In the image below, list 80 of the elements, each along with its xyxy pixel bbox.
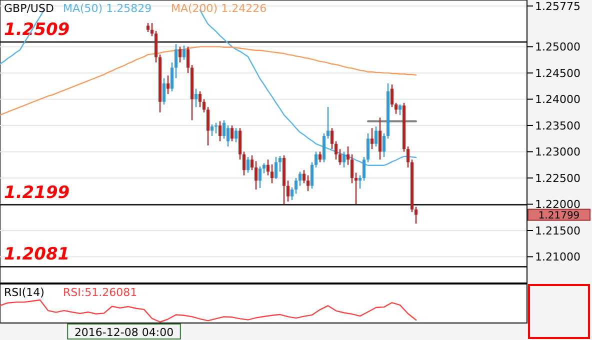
- candlestick: [330, 127, 334, 150]
- candlestick: [202, 98, 206, 113]
- candlestick: [198, 90, 202, 108]
- candlestick: [378, 116, 382, 160]
- candlestick: [290, 186, 294, 201]
- ref-line-label: 1.2199: [4, 182, 70, 203]
- y-tick-label: 1.22000: [535, 198, 580, 212]
- candlestick: [334, 140, 338, 160]
- chart-title: GBP/USD: [4, 2, 54, 15]
- text: 1.21799: [538, 210, 580, 222]
- candlestick: [326, 106, 330, 140]
- chart-title: RSI(14): [4, 286, 44, 299]
- y-tick-label: 1.21000: [535, 250, 580, 264]
- candlestick: [286, 180, 290, 202]
- candlestick: [210, 124, 214, 137]
- candlestick: [362, 156, 366, 182]
- candlestick: [374, 126, 378, 148]
- candlestick: [354, 172, 358, 205]
- candlestick: [314, 151, 318, 168]
- y-tick-label: 1.24000: [535, 93, 580, 106]
- candlestick: [258, 166, 262, 189]
- candlestick: [162, 78, 166, 106]
- y-tick-label: 1.22500: [535, 172, 580, 185]
- candlestick: [370, 127, 374, 150]
- y-tick-label: 1.23000: [535, 146, 580, 159]
- candlestick: [306, 174, 310, 192]
- candlestick: [178, 46, 182, 64]
- candlestick: [242, 151, 246, 176]
- candlestick: [266, 158, 270, 176]
- candlestick: [254, 160, 258, 190]
- y-tick-label: 1.25775: [535, 0, 580, 13]
- candlestick: [166, 74, 170, 95]
- candlestick: [278, 155, 282, 172]
- series-label: RSI:51.26081: [63, 286, 138, 299]
- candlestick: [366, 132, 370, 163]
- candlestick: [346, 146, 350, 166]
- candlestick: [234, 127, 238, 143]
- candlestick: [406, 146, 410, 168]
- y-tick-label: 1.24500: [535, 66, 580, 80]
- series-label: MA(50) 1.25829: [63, 2, 152, 15]
- text: 2016-12-08 04:00: [74, 326, 174, 339]
- candlestick: [246, 156, 250, 174]
- candlestick: [394, 102, 398, 115]
- candlestick: [194, 88, 198, 108]
- candlestick: [358, 174, 362, 190]
- candlestick: [170, 62, 174, 92]
- candlestick: [174, 43, 178, 79]
- candlestick: [318, 151, 322, 163]
- candlestick: [298, 171, 302, 186]
- ref-line-label: 1.2081: [4, 244, 70, 265]
- candlestick: [294, 177, 298, 194]
- candlestick: [398, 104, 402, 116]
- candlestick: [414, 206, 418, 224]
- candlestick: [322, 132, 326, 163]
- candlestick: [222, 120, 226, 140]
- candlestick: [230, 124, 234, 142]
- candlestick: [390, 84, 394, 108]
- candlestick: [250, 154, 254, 171]
- candlestick: [262, 162, 266, 174]
- candlestick: [226, 124, 230, 148]
- y-tick-label: 1.25000: [535, 40, 580, 54]
- candlestick: [342, 151, 346, 168]
- candlestick: [206, 106, 210, 146]
- candlestick: [150, 22, 154, 37]
- candlestick: [302, 170, 306, 184]
- candlestick: [310, 162, 314, 190]
- candlestick: [154, 30, 158, 64]
- y-tick-label: 1.21500: [535, 224, 580, 238]
- candlestick: [214, 122, 218, 134]
- candlestick: [382, 132, 386, 158]
- candlestick: [350, 154, 354, 184]
- candlestick: [218, 120, 222, 142]
- text: MA(200) 1.24226: [171, 2, 267, 15]
- candlestick: [186, 46, 190, 74]
- candlestick: [274, 156, 278, 180]
- y-tick-label: 1.23500: [535, 119, 580, 132]
- candlestick: [182, 45, 186, 60]
- candlestick: [338, 148, 342, 166]
- candlestick: [270, 164, 274, 184]
- candlestick: [238, 127, 242, 160]
